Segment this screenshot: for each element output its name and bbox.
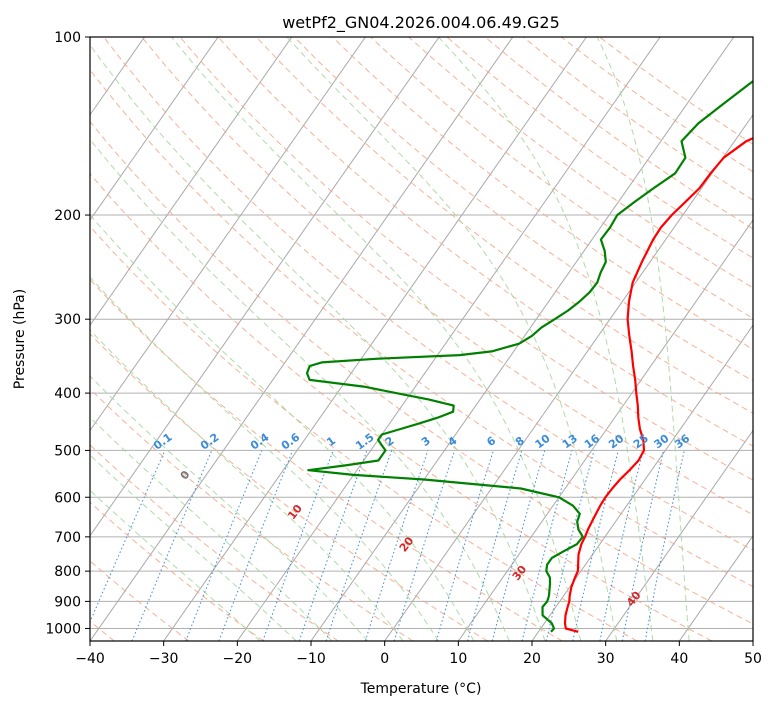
- mixing-ratio-line: [467, 450, 523, 641]
- isotherm-line: [90, 37, 514, 641]
- y-tick-label: 300: [54, 312, 81, 328]
- x-axis-label: Temperature (°C): [360, 681, 482, 697]
- temperature-profile-line: [563, 136, 753, 633]
- moist-adiabat: [438, 37, 654, 641]
- y-tick-label: 400: [54, 386, 81, 402]
- y-tick-label: 1000: [45, 621, 81, 637]
- x-tick-label: 20: [523, 651, 541, 667]
- mixing-ratio-line: [131, 450, 213, 641]
- x-tick-label: 30: [597, 651, 615, 667]
- mixing-ratio-line: [90, 450, 166, 624]
- moist-adiabat: [90, 214, 475, 641]
- dry-adiabat-lines: [90, 37, 753, 641]
- isotherm-line: [531, 324, 753, 641]
- dry-adiabat: [255, 37, 753, 414]
- sounding-series: [305, 79, 753, 633]
- isobar-grid: [90, 37, 753, 629]
- dry-adiabat: [103, 37, 753, 551]
- x-tick-label: 0: [380, 651, 389, 667]
- x-tick-label: −30: [149, 651, 179, 667]
- y-tick-label: 600: [54, 490, 81, 506]
- y-axis-label: Pressure (hPa): [12, 289, 28, 389]
- mixing-ratio-line: [393, 450, 456, 641]
- x-tick-label: 10: [449, 651, 467, 667]
- x-tick-label: −40: [75, 651, 105, 667]
- mixing-ratio-line: [435, 450, 494, 641]
- isotherm-line: [90, 37, 366, 432]
- y-tick-label: 800: [54, 564, 81, 580]
- isotherm-line: [384, 113, 753, 641]
- moist-adiabat: [171, 37, 582, 641]
- moist-adiabat: [90, 489, 261, 641]
- dry-adiabat: [90, 388, 414, 641]
- y-tick-label: 100: [54, 30, 81, 46]
- chart-title: wetPf2_GN04.2026.004.06.49.G25: [282, 13, 560, 33]
- y-tick-label: 500: [54, 443, 81, 459]
- moist-adiabat: [90, 375, 369, 641]
- mixing-ratio-line: [491, 450, 546, 641]
- isotherm-line: [90, 37, 293, 327]
- x-tick-label: 50: [744, 651, 762, 667]
- moist-adiabat: [286, 37, 618, 641]
- moist-adiabat: [90, 416, 333, 641]
- mixing-ratio-lines: [90, 450, 685, 641]
- y-tick-label: 200: [54, 208, 81, 224]
- x-tick-label: −10: [296, 651, 326, 667]
- dry-adiabat: [141, 37, 753, 516]
- dry-adiabat: [217, 37, 753, 447]
- mixing-ratio-line: [545, 450, 595, 641]
- dry-adiabat: [90, 69, 753, 588]
- dry-adiabat: [90, 278, 563, 641]
- y-tick-label: 900: [54, 594, 81, 610]
- mixing-ratio-line: [325, 450, 393, 641]
- x-axis: −40 −30 −20 −10 0 10 20 30 40 50: [75, 641, 762, 667]
- mixing-ratio-line: [572, 450, 619, 641]
- dry-adiabat: [90, 120, 753, 625]
- dry-adiabat: [90, 172, 712, 641]
- dry-adiabat: [90, 333, 488, 641]
- x-tick-label: 40: [670, 651, 688, 667]
- mixing-ratio-line: [218, 450, 294, 641]
- mixing-ratio-line: [521, 450, 573, 641]
- isotherm-line: [310, 37, 735, 641]
- y-axis: 100 200 300 400 500 600 700 800 900 1000: [45, 30, 90, 637]
- mixing-ratio-line: [185, 450, 263, 641]
- dry-adiabat: [90, 501, 264, 641]
- isotherm-line: [90, 37, 440, 537]
- moist-adiabat: [596, 37, 690, 641]
- isotherm-line: [678, 534, 753, 641]
- x-tick-label: −20: [223, 651, 253, 667]
- dry-adiabat: [294, 37, 753, 382]
- dry-adiabat: [90, 225, 638, 641]
- dry-adiabat: [408, 37, 753, 289]
- mixing-ratio-line: [298, 450, 368, 641]
- moist-adiabat: [90, 44, 546, 641]
- isotherm-line: [163, 37, 587, 641]
- isotherm-line: [236, 37, 661, 641]
- moist-adiabat: [90, 138, 510, 641]
- plot-frame: [89, 36, 754, 642]
- isotherm-line: [457, 219, 753, 641]
- moist-adiabat: [90, 276, 439, 641]
- moist-adiabat-lines: [90, 37, 690, 641]
- y-tick-label: 700: [54, 530, 81, 546]
- isotherm-line: [90, 37, 219, 221]
- mixing-ratio-line: [364, 450, 429, 641]
- mixing-ratio-line: [262, 450, 334, 641]
- dewpoint-profile-line: [305, 79, 753, 633]
- isotherm-lines: [90, 37, 753, 641]
- isotherm-line: [605, 429, 753, 641]
